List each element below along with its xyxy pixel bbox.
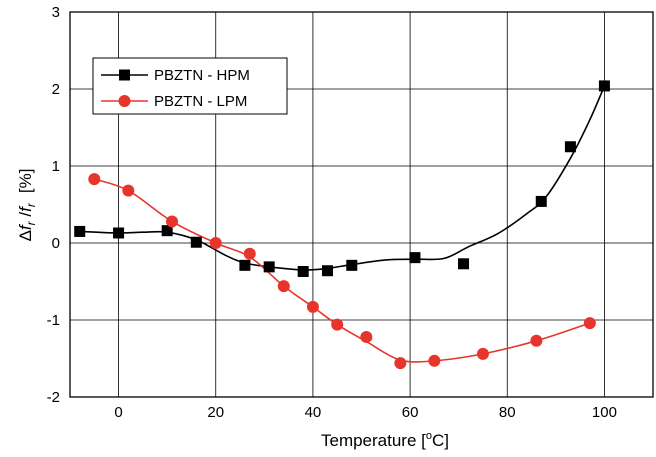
data-point-hpm [239, 259, 251, 271]
data-point-hpm [564, 141, 576, 153]
data-point-lpm [476, 347, 489, 360]
data-point-lpm [122, 184, 135, 197]
data-point-lpm [428, 354, 441, 367]
x-axis-title-superscript: o [426, 430, 432, 442]
x-tick-label: 0 [114, 404, 122, 421]
data-point-lpm [306, 300, 319, 313]
y-tick-label: -2 [47, 389, 60, 406]
y-axis-title: Δfr /fr[%] [16, 169, 38, 242]
x-tick-label: 80 [499, 404, 516, 421]
data-point-hpm [190, 236, 202, 248]
y-tick-label: 2 [52, 81, 60, 98]
data-point-hpm [263, 261, 275, 273]
legend: PBZTN - HPM PBZTN - LPM [92, 57, 288, 115]
legend-marker-lpm [118, 95, 131, 107]
y-axis-title-f1: f [16, 223, 35, 230]
y-tick-label: -1 [47, 312, 60, 329]
data-point-lpm [360, 330, 373, 343]
data-point-hpm [535, 195, 547, 207]
y-tick-label: 1 [52, 158, 60, 175]
x-tick-label: 60 [402, 404, 419, 421]
x-tick-label: 100 [592, 404, 617, 421]
data-point-lpm [209, 237, 222, 249]
data-point-lpm [394, 357, 407, 370]
y-axis-title-slash: / [16, 212, 35, 222]
plot-frame [69, 11, 654, 398]
x-axis-title-main: Temperature [ [321, 431, 426, 450]
data-point-hpm [598, 80, 610, 92]
data-point-lpm [583, 317, 596, 330]
data-point-lpm [277, 280, 290, 293]
tick-label-layer: 0 20 40 60 80 100 -2 -1 0 1 2 3 [47, 4, 617, 421]
data-point-hpm [297, 265, 309, 277]
grid-layer [70, 11, 653, 398]
data-point-hpm [74, 225, 86, 237]
data-point-hpm [409, 252, 421, 264]
legend-marker-hpm [119, 69, 130, 81]
data-point-hpm [113, 227, 125, 239]
data-point-hpm [161, 225, 173, 237]
data-point-lpm [166, 215, 179, 228]
marker-layer [74, 80, 610, 370]
data-point-hpm [321, 265, 333, 277]
y-axis-title-sub1: r [24, 220, 38, 225]
data-point-lpm [331, 318, 344, 331]
y-axis-title-f2: f [16, 205, 35, 212]
y-tick-label: 0 [52, 235, 60, 252]
x-tick-label: 20 [207, 404, 224, 421]
data-point-hpm [346, 259, 358, 271]
data-point-lpm [243, 247, 256, 260]
x-tick-label: 40 [305, 404, 322, 421]
data-point-lpm [88, 173, 101, 186]
x-axis-title-unit: C] [432, 431, 449, 450]
data-point-hpm [458, 258, 470, 270]
legend-label-lpm: PBZTN - LPM [154, 93, 247, 110]
x-axis-title: Temperature [oC] [321, 430, 449, 450]
y-axis-title-sub2: r [24, 202, 38, 207]
legend-label-hpm: PBZTN - HPM [154, 67, 250, 84]
y-tick-label: 3 [52, 4, 60, 21]
y-axis-title-delta: Δ [16, 230, 35, 241]
y-axis-title-unit: [%] [16, 169, 35, 194]
data-point-lpm [530, 334, 543, 347]
